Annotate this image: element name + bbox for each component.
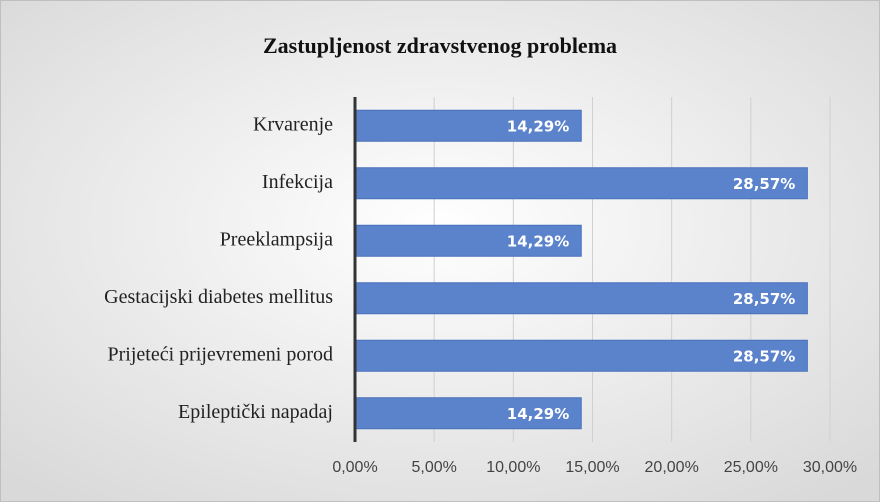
data-label: 28,57% [733,347,795,365]
bar [354,397,582,430]
y-tick-label: Gestacijski diabetes mellitus [104,286,333,308]
y-tick-label: Prijeteći prijevremeni porod [108,343,333,365]
x-tick-label: 25,00% [724,459,778,476]
y-tick-label: Epileptički napadaj [178,401,333,423]
x-tick-label: 15,00% [565,459,619,476]
data-label: 14,29% [507,232,569,250]
chart-title: Zastupljenost zdravstvenog problema [263,33,617,58]
x-tick-label: 20,00% [645,459,699,476]
y-tick-label: Preeklampsija [220,228,333,250]
data-label: 28,57% [733,175,795,193]
x-tick-label: 5,00% [411,459,456,476]
data-label: 28,57% [733,290,795,308]
bar [354,167,808,200]
bar [354,339,808,372]
bar [354,109,582,142]
data-label: 14,29% [507,117,569,135]
y-tick-label: Infekcija [262,171,333,193]
x-tick-label: 10,00% [486,459,540,476]
y-tick-label: Krvarenje [253,113,333,135]
x-tick-label: 30,00% [803,459,857,476]
bar [354,282,808,315]
data-label: 14,29% [507,405,569,423]
x-tick-label: 0,00% [332,459,377,476]
